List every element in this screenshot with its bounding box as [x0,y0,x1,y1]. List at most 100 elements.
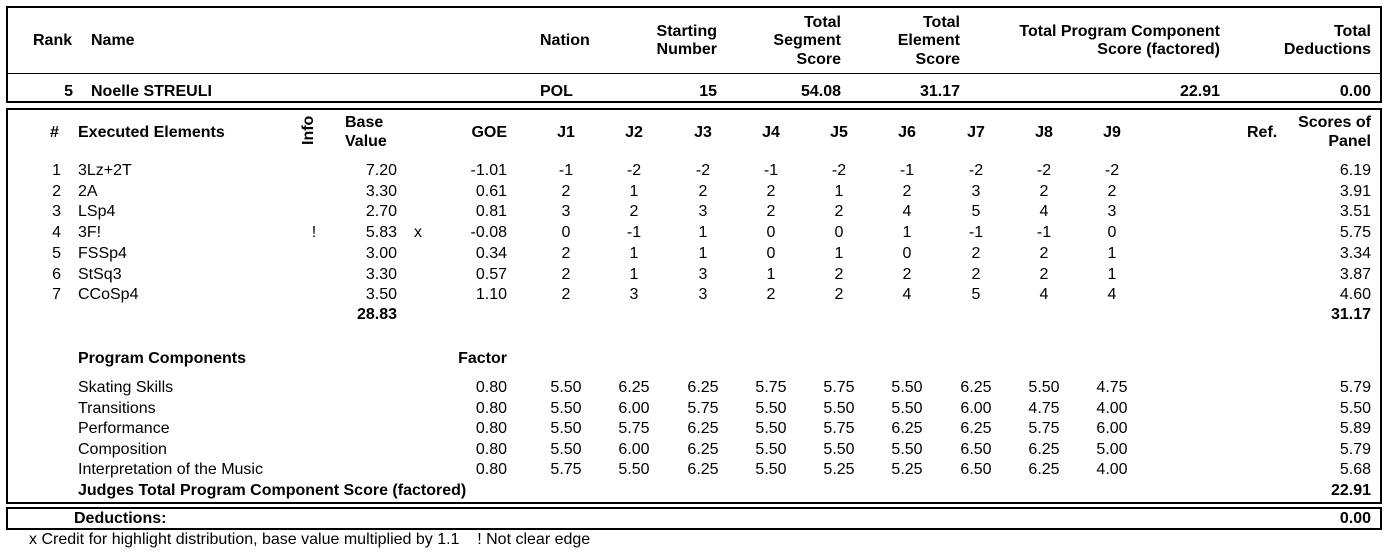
header-total-segment-3: Score [796,51,841,68]
deductions-value: 0.00 [1339,510,1371,527]
element-name: StSq3 [78,266,122,283]
col-judge-8: J8 [1035,124,1053,141]
pc-judge-score: 6.25 [1028,461,1060,478]
element-panel-score: 3.87 [1339,266,1371,283]
skater-nation: POL [540,83,573,100]
skater-starting-number: 15 [699,83,717,100]
summary-divider [8,73,1380,74]
element-judge-score: -2 [831,162,847,179]
element-base-value: 3.30 [365,266,397,283]
element-judge-score: 3 [698,203,708,220]
element-judge-score: 4 [1039,286,1049,303]
element-panel-score: 3.34 [1339,245,1371,262]
element-judge-score: -2 [626,162,642,179]
pc-judge-score: 5.50 [755,441,787,458]
element-judge-score: 2 [971,245,981,262]
pc-judge-score: 6.25 [1028,441,1060,458]
element-judge-score: 3 [629,286,639,303]
pc-panel-score: 5.68 [1339,461,1371,478]
pc-judge-score: 6.25 [960,420,992,437]
col-goe: GOE [471,124,507,141]
col-base-value-2: Value [345,133,387,150]
element-judge-score: -1 [626,224,642,241]
skater-total-element-score: 31.17 [919,83,960,100]
pc-judge-score: 5.25 [823,461,855,478]
pc-judge-score: 5.50 [550,379,582,396]
element-judge-score: 2 [902,183,912,200]
element-bv-marker: x [414,224,422,241]
element-base-value: 3.30 [365,183,397,200]
pc-judge-score: 5.50 [550,400,582,417]
pc-panel-score: 5.79 [1339,379,1371,396]
pc-judge-score: 5.50 [618,461,650,478]
element-judge-score: 2 [561,245,571,262]
pc-judge-score: 5.75 [550,461,582,478]
element-judge-score: 2 [561,266,571,283]
element-num: 1 [52,162,61,179]
element-judge-score: 0 [1107,224,1117,241]
element-num: 3 [52,203,61,220]
element-name: CCoSp4 [78,286,139,303]
skater-total-deductions: 0.00 [1339,83,1371,100]
pc-panel-score: 5.50 [1339,400,1371,417]
element-name: FSSp4 [78,245,127,262]
element-judge-score: 1 [629,266,639,283]
element-panel-score: 5.75 [1339,224,1371,241]
footnote: x Credit for highlight distribution, bas… [29,531,591,548]
element-num: 4 [52,224,61,241]
pc-judge-score: 5.50 [550,441,582,458]
element-judge-score: 2 [561,286,571,303]
element-judge-score: 2 [766,183,776,200]
pc-judge-score: 5.75 [618,420,650,437]
skater-name: Noelle STREULI [91,83,212,100]
header-total-element-2: Element [897,32,960,49]
skater-total-pcs: 22.91 [1179,83,1220,100]
skater-rank: 5 [64,83,73,100]
element-judge-score: 4 [1107,286,1117,303]
elements-total-base-value: 28.83 [356,306,397,323]
header-total-deductions-2: Deductions [1283,41,1371,58]
pc-judge-score: 4.00 [1096,461,1128,478]
element-goe: 0.61 [475,183,507,200]
header-total-segment-2: Segment [773,32,841,49]
element-judge-score: 0 [561,224,571,241]
pc-factor: 0.80 [475,420,507,437]
pc-judge-score: 5.50 [891,400,923,417]
pc-judge-score: 4.00 [1096,400,1128,417]
header-total-element-3: Score [915,51,960,68]
pc-factor: 0.80 [475,441,507,458]
deductions-box [6,507,1382,530]
element-judge-score: 2 [1039,266,1049,283]
element-judge-score: 1 [1107,245,1117,262]
pc-name: Interpretation of the Music [78,461,263,478]
pc-judge-score: 5.75 [1028,420,1060,437]
element-panel-score: 3.91 [1339,183,1371,200]
element-panel-score: 4.60 [1339,286,1371,303]
element-judge-score: -2 [968,162,984,179]
col-executed-elements: Executed Elements [78,124,225,141]
element-judge-score: 0 [766,245,776,262]
pc-judge-score: 5.75 [687,400,719,417]
pc-judge-score: 5.50 [891,379,923,396]
element-judge-score: 1 [766,266,776,283]
element-goe: -1.01 [470,162,507,179]
element-judge-score: 1 [698,245,708,262]
pc-judge-score: 6.25 [960,379,992,396]
element-judge-score: 2 [766,286,776,303]
element-judge-score: 1 [902,224,912,241]
col-judge-6: J6 [898,124,916,141]
element-goe: 0.57 [475,266,507,283]
pc-judge-score: 5.50 [755,420,787,437]
pc-title: Program Components [78,350,247,367]
element-judge-score: 3 [561,203,571,220]
pc-judge-score: 6.25 [687,441,719,458]
element-num: 5 [52,245,61,262]
pc-judge-score: 5.00 [1096,441,1128,458]
element-judge-score: 3 [1107,203,1117,220]
col-judge-5: J5 [830,124,848,141]
element-name: LSp4 [78,203,116,220]
header-total-segment-1: Total [803,14,841,31]
element-goe: -0.08 [470,224,507,241]
pc-name: Transitions [78,400,156,417]
element-judge-score: 2 [629,203,639,220]
